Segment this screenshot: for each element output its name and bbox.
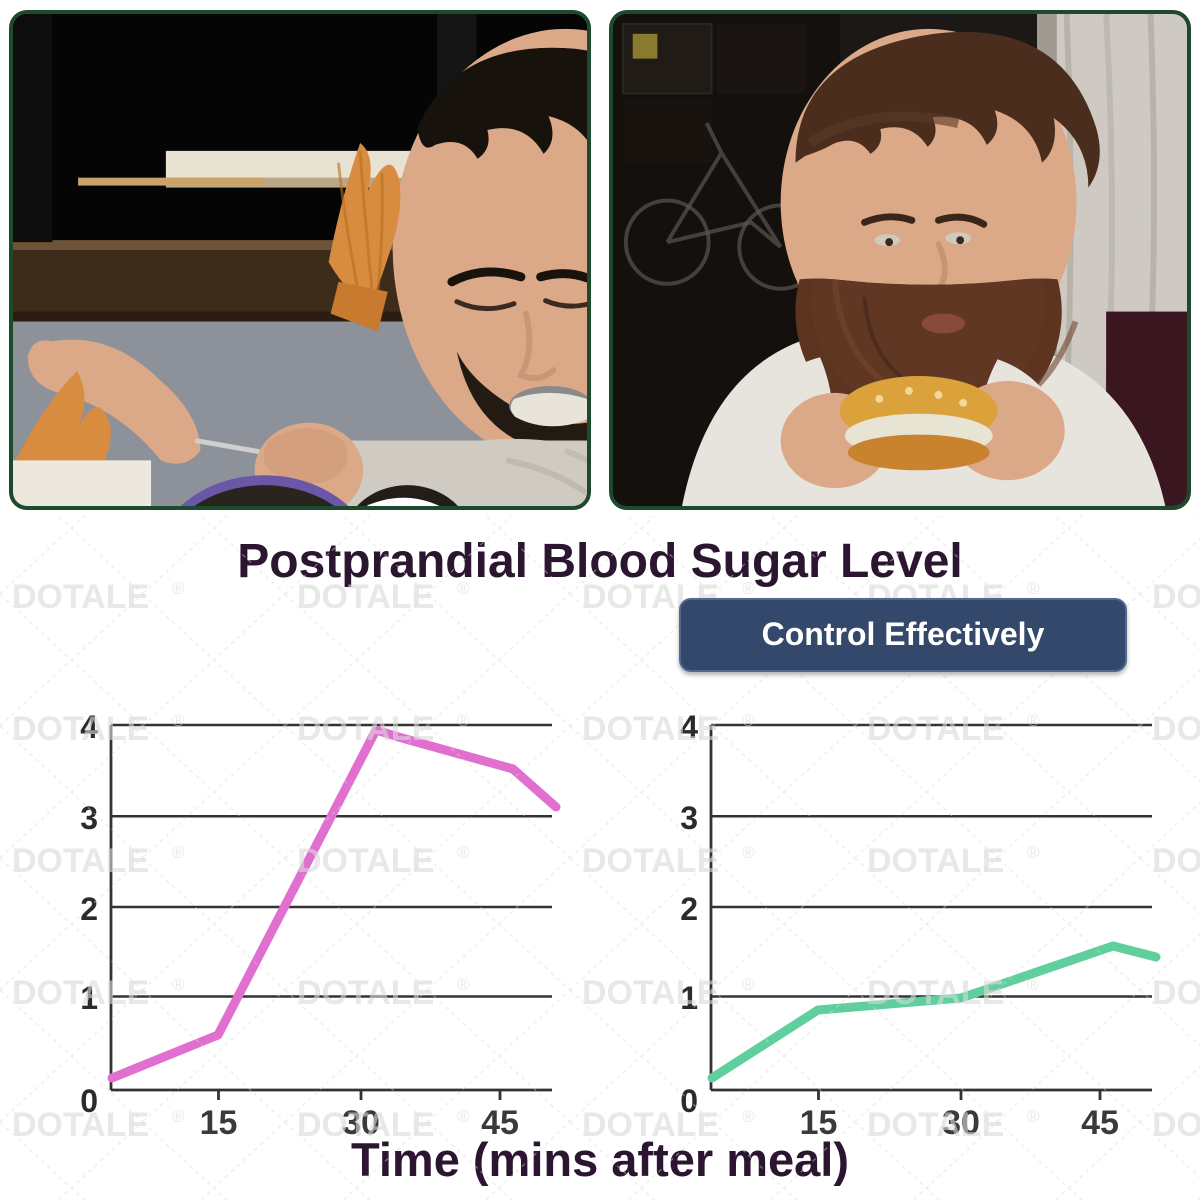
svg-text:3: 3: [680, 800, 698, 836]
svg-text:0: 0: [680, 1083, 698, 1119]
svg-text:4: 4: [80, 709, 98, 745]
svg-text:4: 4: [680, 709, 698, 745]
svg-text:3: 3: [80, 800, 98, 836]
svg-text:2: 2: [80, 891, 98, 927]
svg-text:1: 1: [680, 980, 698, 1016]
svg-text:1: 1: [80, 980, 98, 1016]
svg-text:2: 2: [680, 891, 698, 927]
svg-text:0: 0: [80, 1083, 98, 1119]
